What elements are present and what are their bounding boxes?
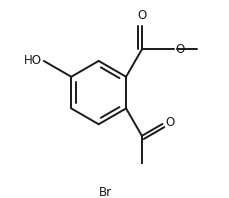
Text: HO: HO [23, 54, 41, 68]
Text: O: O [174, 43, 184, 56]
Text: O: O [165, 116, 174, 129]
Text: Br: Br [99, 186, 112, 198]
Text: O: O [137, 9, 146, 22]
